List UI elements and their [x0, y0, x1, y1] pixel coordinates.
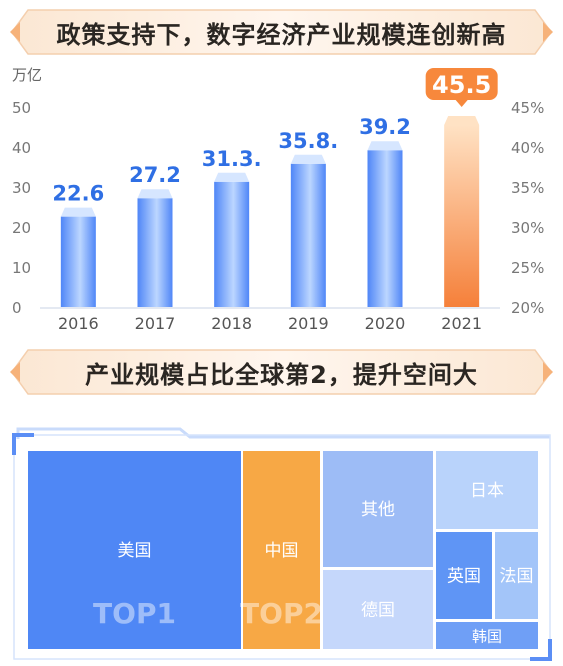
- treemap-cell-6: 法国: [495, 532, 538, 619]
- bar-top-face: [444, 116, 480, 125]
- y-tick-label: 0: [12, 299, 22, 317]
- banner-title-middle: 产业规模占比全球第2，提升空间大: [85, 360, 478, 389]
- treemap-cell-5: 英国: [436, 532, 492, 619]
- treemap-label: 德国: [361, 601, 395, 621]
- treemap-label: 其他: [361, 500, 395, 520]
- x-tick-label: 2018: [211, 314, 252, 333]
- bar-2016: [60, 207, 96, 307]
- y-tick-label: 30: [12, 179, 31, 197]
- y-tick-label: 40: [12, 139, 31, 157]
- treemap-cell-0: 美国 TOP1: [28, 451, 241, 649]
- bar-2019: [290, 154, 326, 307]
- treemap-label: 韩国: [472, 628, 502, 646]
- treemap-cell-rect: [436, 451, 538, 529]
- treemap-cell-2: 其他: [323, 451, 433, 567]
- treemap-cell-3: 日本: [436, 451, 538, 529]
- bar-body: [214, 181, 250, 307]
- x-tick-label: 2021: [441, 314, 482, 333]
- bar-body: [444, 125, 480, 307]
- x-tick-label: 2017: [135, 314, 176, 333]
- badge-pointer: [455, 100, 468, 107]
- treemap-label: 法国: [500, 567, 534, 587]
- treemap-label: 日本: [470, 481, 504, 501]
- data-label: 31.3.: [202, 147, 262, 171]
- y2-tick-label: 45%: [511, 99, 544, 117]
- treemap-cell-rect: [436, 622, 538, 649]
- data-label: 45.5: [432, 71, 491, 99]
- data-label: 22.6: [52, 182, 104, 206]
- x-tick-label: 2020: [365, 314, 406, 333]
- treemap-cell-7: 韩国: [436, 622, 538, 649]
- data-label: 39.2: [359, 115, 411, 139]
- bar-2018: [214, 172, 250, 307]
- bar-top-face: [290, 154, 326, 164]
- treemap-cell-rect: [28, 451, 241, 649]
- treemap-label: 美国: [118, 541, 152, 561]
- treemap-rank-badge: TOP2: [240, 597, 323, 630]
- y2-tick-label: 25%: [511, 259, 544, 277]
- y2-tick-label: 30%: [511, 219, 544, 237]
- title-banner-middle: 产业规模占比全球第2，提升空间大: [10, 348, 553, 396]
- y-tick-label: 10: [12, 259, 31, 277]
- frame-border-top: [16, 427, 550, 439]
- bar-body: [60, 216, 96, 307]
- y-tick-label: 50: [12, 99, 31, 117]
- treemap-cell-rect: [323, 451, 433, 567]
- data-label: 27.2: [129, 163, 181, 187]
- treemap-rank-badge: TOP1: [93, 597, 176, 630]
- x-tick-label: 2019: [288, 314, 329, 333]
- bar-body: [367, 150, 403, 307]
- treemap-cell-rect: [495, 532, 538, 619]
- y-tick-label: 20: [12, 219, 31, 237]
- treemap-cell-1: 中国 TOP2: [240, 451, 323, 649]
- data-label: 35.8.: [278, 129, 338, 153]
- frame-corner: [530, 639, 552, 661]
- treemap-cell-rect: [243, 451, 320, 649]
- highlight-badge: [425, 68, 498, 100]
- treemap-cell-4: 德国: [323, 570, 433, 649]
- bar-2020: [367, 141, 403, 307]
- y2-tick-label: 35%: [511, 179, 544, 197]
- banner-shape: [10, 9, 553, 55]
- bar-2021: [444, 116, 480, 307]
- y2-tick-label: 40%: [511, 139, 544, 157]
- bar-top-face: [367, 141, 403, 151]
- x-tick-label: 2016: [58, 314, 99, 333]
- bar-top-face: [60, 207, 96, 217]
- bar-chart: 万亿 0 10 20 30 40 50 20% 25% 30% 35% 40% 45% 22.6 2016 2…: [12, 66, 544, 333]
- bar-body: [137, 198, 173, 307]
- frame-border: [13, 434, 551, 660]
- banner-title-top: 政策支持下，数字经济产业规模连创新高: [56, 20, 507, 49]
- bar-top-face: [137, 189, 173, 199]
- y-axis-unit-label: 万亿: [12, 66, 42, 84]
- treemap-cell-rect: [436, 532, 492, 619]
- treemap-label: 英国: [447, 567, 481, 587]
- y2-tick-label: 20%: [511, 299, 544, 317]
- banner-shape: [10, 349, 553, 395]
- treemap-label: 中国: [265, 541, 299, 561]
- bar-2017: [137, 189, 173, 307]
- frame-corner: [12, 433, 34, 455]
- treemap-cell-rect: [323, 570, 433, 649]
- bar-top-face: [214, 172, 250, 182]
- bar-body: [290, 163, 326, 307]
- title-banner-top: 政策支持下，数字经济产业规模连创新高: [10, 8, 553, 56]
